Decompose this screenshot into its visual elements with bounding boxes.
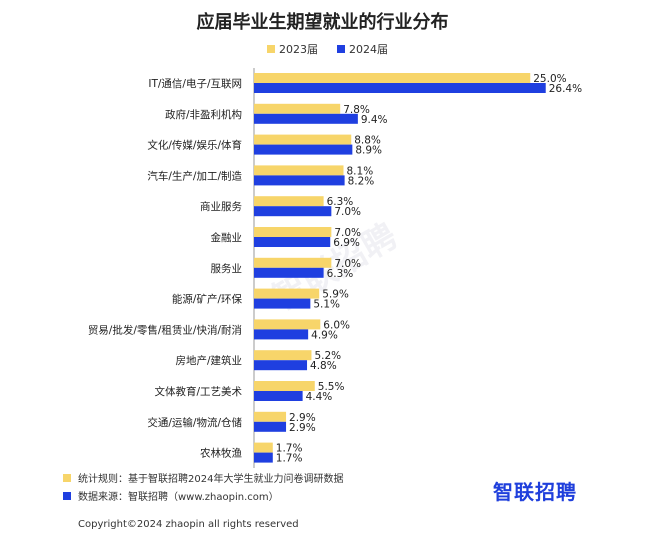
data-label-2023: 6.3% bbox=[327, 196, 354, 208]
category-label: IT/通信/电子/互联网 bbox=[148, 77, 242, 90]
bar-2024 bbox=[254, 206, 332, 217]
data-label-2023: 8.8% bbox=[354, 135, 381, 147]
bar-2024 bbox=[254, 391, 303, 401]
source-text: 数据来源：智联招聘（www.zhaopin.com） bbox=[78, 490, 279, 503]
data-label-2024: 6.9% bbox=[333, 237, 360, 249]
bar-2024 bbox=[254, 267, 324, 278]
data-label-2024: 2.9% bbox=[289, 422, 316, 434]
note-text: 统计规则：基于智联招聘2024年大学生就业力问卷调研数据 bbox=[78, 472, 343, 485]
data-label-2023: 5.5% bbox=[318, 381, 345, 393]
data-label-2023: 6.0% bbox=[323, 319, 350, 331]
bar-2024 bbox=[254, 144, 353, 155]
legend-swatch-1 bbox=[267, 45, 275, 53]
data-label-2024: 26.4% bbox=[549, 83, 582, 95]
category-label: 汽车/生产/加工/制造 bbox=[147, 169, 242, 182]
data-label-2023: 7.0% bbox=[334, 258, 361, 270]
category-label: 交通/运输/物流/仓储 bbox=[147, 416, 242, 429]
data-label-2024: 4.8% bbox=[310, 360, 337, 372]
data-label-2023: 1.7% bbox=[276, 443, 303, 455]
category-label: 房地产/建筑业 bbox=[175, 354, 242, 367]
data-label-2023: 25.0% bbox=[533, 73, 566, 85]
bar-2024 bbox=[254, 237, 331, 247]
bar-2023 bbox=[254, 196, 324, 207]
category-label: 商业服务 bbox=[200, 200, 242, 213]
data-label-2024: 8.9% bbox=[355, 145, 382, 157]
legend-label-1: 2023届 bbox=[279, 43, 318, 56]
bar-2024 bbox=[254, 175, 345, 186]
data-label-2023: 8.1% bbox=[347, 165, 374, 177]
data-label-2023: 7.0% bbox=[334, 227, 361, 239]
bar-2023 bbox=[254, 288, 320, 299]
bar-2023 bbox=[254, 442, 273, 453]
bar-2023 bbox=[254, 411, 287, 422]
bar-2024 bbox=[254, 113, 358, 124]
brand-logo: 智联招聘 bbox=[493, 480, 577, 504]
data-label-2024: 5.1% bbox=[313, 299, 340, 311]
data-label-2024: 7.0% bbox=[334, 206, 361, 218]
category-label: 文化/传媒/娱乐/体育 bbox=[147, 139, 242, 152]
data-label-2023: 5.2% bbox=[314, 350, 341, 362]
category-label: 文体教育/工艺美术 bbox=[154, 385, 242, 398]
legend-label-2: 2024届 bbox=[349, 43, 388, 56]
category-label: 服务业 bbox=[211, 262, 243, 275]
category-label: 农林牧渔 bbox=[200, 447, 242, 460]
copyright: Copyright©2024 zhaopin all rights reserv… bbox=[78, 519, 299, 530]
legend-swatch-2 bbox=[337, 45, 345, 53]
data-label-2023: 7.8% bbox=[343, 104, 370, 116]
bar-2023 bbox=[254, 350, 312, 361]
data-label-2024: 8.2% bbox=[348, 175, 375, 187]
data-label-2024: 1.7% bbox=[276, 453, 303, 465]
bar-2023 bbox=[254, 134, 352, 145]
data-label-2024: 4.4% bbox=[306, 391, 333, 403]
bar-2024 bbox=[254, 298, 311, 309]
bar-2023 bbox=[254, 319, 321, 330]
bar-2023 bbox=[254, 73, 531, 83]
bar-2023 bbox=[254, 381, 315, 391]
category-label: 贸易/批发/零售/租赁业/快消/耐消 bbox=[88, 323, 242, 336]
bar-2023 bbox=[254, 165, 344, 176]
bar-2023 bbox=[254, 103, 341, 114]
bar-2024 bbox=[254, 329, 309, 340]
bar-2024 bbox=[254, 360, 308, 371]
data-label-2024: 9.4% bbox=[361, 114, 388, 126]
bar-2024 bbox=[254, 83, 546, 93]
data-label-2023: 2.9% bbox=[289, 412, 316, 424]
bar-2024 bbox=[254, 452, 273, 463]
data-label-2024: 6.3% bbox=[327, 268, 354, 280]
chart-title: 应届毕业生期望就业的行业分布 bbox=[196, 12, 449, 33]
data-label-2024: 4.9% bbox=[311, 329, 338, 341]
source-swatch bbox=[63, 492, 71, 500]
category-label: 政府/非盈利机构 bbox=[165, 108, 242, 121]
category-label: 能源/矿产/环保 bbox=[172, 293, 243, 306]
note-swatch bbox=[63, 474, 71, 482]
category-label: 金融业 bbox=[211, 231, 243, 244]
bar-2024 bbox=[254, 421, 287, 432]
data-label-2023: 5.9% bbox=[322, 289, 349, 301]
bar-2023 bbox=[254, 227, 332, 237]
bar-2023 bbox=[254, 257, 332, 268]
